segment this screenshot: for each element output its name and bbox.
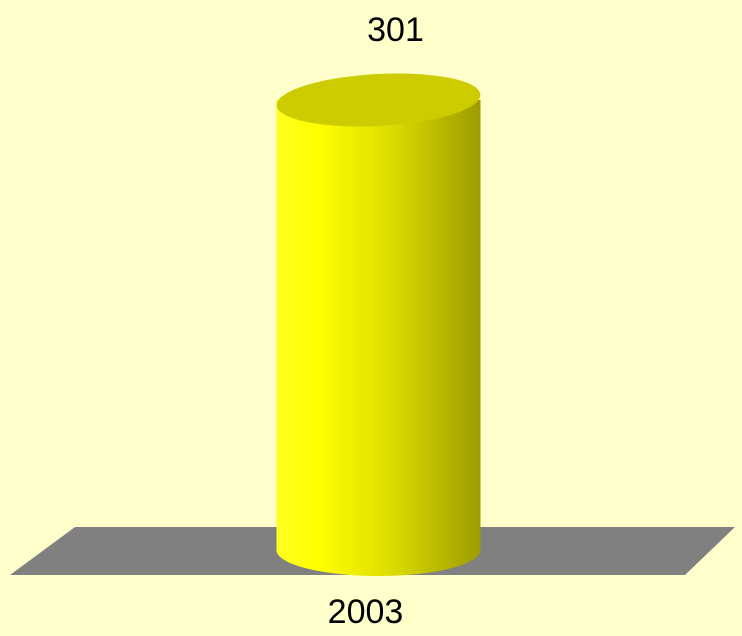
value-label: 301 [367,11,424,49]
cylinder-top [276,73,481,127]
cylinder-body [276,100,481,576]
x-tick-label: 2003 [328,593,404,631]
